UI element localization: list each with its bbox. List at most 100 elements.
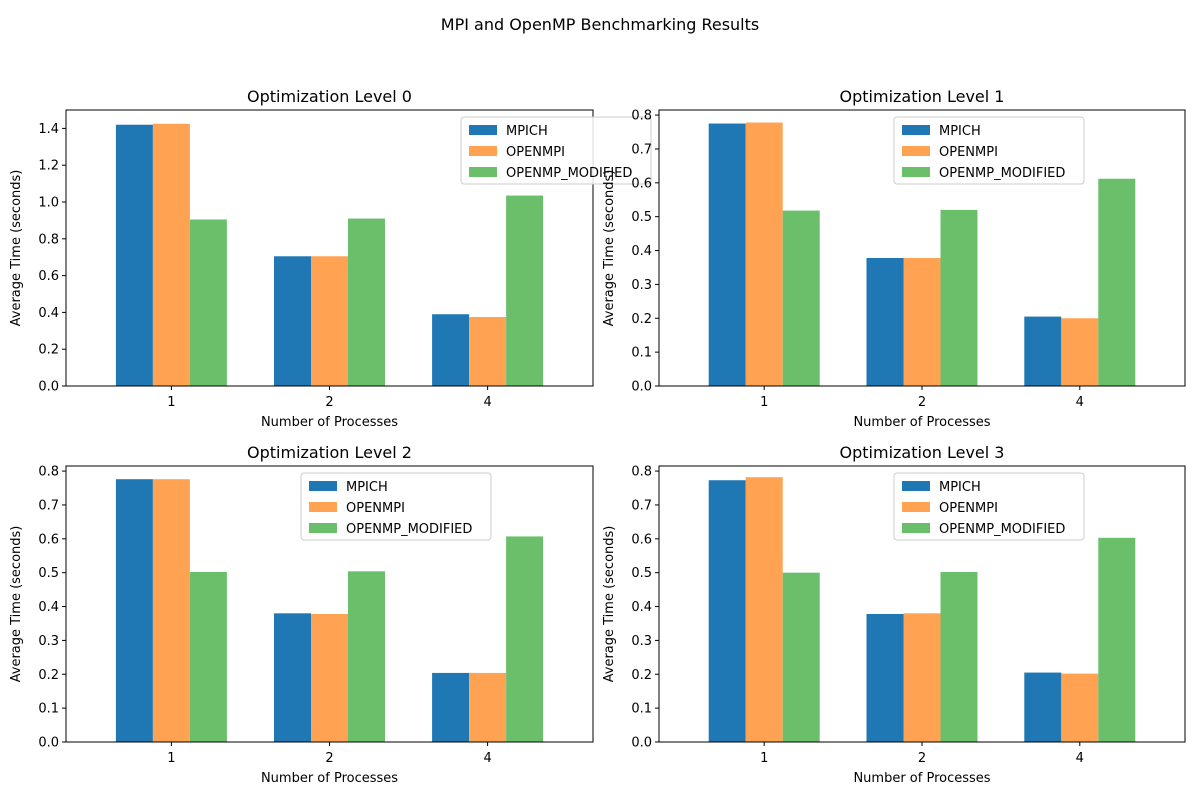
y-tick-label: 0.7 xyxy=(38,498,59,513)
y-tick-label: 0.0 xyxy=(631,380,652,395)
legend-box xyxy=(460,116,652,185)
bar-openmp_modified-4 xyxy=(1098,178,1136,386)
legend-swatch-openmpi xyxy=(902,502,930,512)
x-tick-label: 1 xyxy=(760,395,768,410)
bar-mpich-4 xyxy=(1024,672,1062,742)
y-tick-label: 1.2 xyxy=(38,159,59,174)
bar-mpich-4 xyxy=(432,314,470,386)
x-axis-label: Number of Processes xyxy=(853,771,990,786)
y-tick-label: 0.7 xyxy=(631,498,652,513)
y-tick-label: 0.7 xyxy=(631,142,652,157)
bar-mpich-1 xyxy=(708,480,746,742)
legend-label: MPICH xyxy=(346,480,388,495)
bar-openmp_modified-4 xyxy=(506,195,544,386)
figure-title: MPI and OpenMP Benchmarking Results xyxy=(441,15,759,34)
subplot-1: 0.0 0.1 0.2 0.3 0.4 0.5 0.6 0.7 0.8 1 2 4 Optimizati… xyxy=(602,87,1186,430)
y-tick-label: 0.5 xyxy=(631,210,652,225)
y-tick-label: 0.8 xyxy=(631,109,652,124)
bar-openmp_modified-4 xyxy=(1098,537,1136,742)
legend-box xyxy=(893,472,1085,541)
y-tick-label: 0.5 xyxy=(631,566,652,581)
legend-label: OPENMPI xyxy=(939,145,998,160)
y-tick-label: 0.1 xyxy=(631,346,652,361)
legend-label: MPICH xyxy=(506,124,548,139)
y-tick-label: 0.2 xyxy=(38,343,59,358)
subplot-2: 0.0 0.1 0.2 0.3 0.4 0.5 0.6 0.7 0.8 1 2 4 Optimizati… xyxy=(9,443,594,786)
bar-mpich-2 xyxy=(274,256,311,386)
y-tick-label: 0.2 xyxy=(631,312,652,327)
bar-openmpi-4 xyxy=(469,317,507,386)
legend-swatch-openmpi xyxy=(309,502,337,512)
legend-swatch-openmpi xyxy=(469,146,497,156)
legend: MPICH OPENMPI OPENMP_MODIFIED xyxy=(300,472,492,541)
y-tick-label: 0.8 xyxy=(631,465,652,480)
bar-openmp_modified-2 xyxy=(348,571,385,742)
x-axis-label: Number of Processes xyxy=(261,771,398,786)
x-tick-label: 4 xyxy=(483,395,491,410)
bar-mpich-1 xyxy=(115,479,153,742)
x-axis-label: Number of Processes xyxy=(853,415,990,430)
y-axis-label: Average Time (seconds) xyxy=(602,170,617,327)
legend-swatch-openmp_modified xyxy=(309,523,337,533)
bar-openmpi-2 xyxy=(311,256,348,386)
x-tick-label: 1 xyxy=(760,751,768,766)
y-axis-label: Average Time (seconds) xyxy=(602,526,617,683)
bar-openmpi-1 xyxy=(745,477,783,742)
x-tick-label: 2 xyxy=(918,751,926,766)
y-tick-label: 0.3 xyxy=(631,278,652,293)
x-axis-label: Number of Processes xyxy=(261,415,398,430)
bar-openmpi-4 xyxy=(1061,318,1099,386)
bar-mpich-1 xyxy=(708,123,746,386)
y-tick-label: 0.8 xyxy=(38,465,59,480)
x-tick-label: 4 xyxy=(1076,395,1084,410)
y-tick-label: 0.0 xyxy=(38,736,59,751)
y-tick-label: 0.4 xyxy=(38,600,59,615)
y-tick-label: 0.6 xyxy=(38,532,59,547)
bar-mpich-2 xyxy=(274,613,311,742)
legend-swatch-openmp_modified xyxy=(902,523,930,533)
subplot-0: 0.0 0.2 0.4 0.6 0.8 1.0 1.2 1.4 1 2 4 Optimization … xyxy=(9,87,652,430)
y-tick-label: 0.0 xyxy=(631,736,652,751)
y-tick-label: 0.1 xyxy=(38,702,59,717)
legend-box xyxy=(300,472,492,541)
y-tick-label: 0.4 xyxy=(631,244,652,259)
legend-swatch-mpich xyxy=(469,125,497,135)
legend-label: OPENMP_MODIFIED xyxy=(346,522,472,537)
legend-label: MPICH xyxy=(939,480,981,495)
x-tick-label: 4 xyxy=(1076,751,1084,766)
bar-mpich-4 xyxy=(432,672,470,742)
subplot-title: Optimization Level 0 xyxy=(247,87,412,106)
legend-swatch-mpich xyxy=(902,125,930,135)
y-tick-label: 0.6 xyxy=(38,269,59,284)
bar-openmpi-1 xyxy=(152,479,190,742)
legend-swatch-openmp_modified xyxy=(469,167,497,177)
bar-openmp_modified-4 xyxy=(506,536,544,742)
bar-openmp_modified-1 xyxy=(782,210,820,386)
bar-openmp_modified-2 xyxy=(940,209,978,386)
bar-openmpi-2 xyxy=(311,613,348,742)
y-tick-label: 1.0 xyxy=(38,196,59,211)
x-tick-label: 2 xyxy=(325,751,333,766)
subplot-title: Optimization Level 1 xyxy=(840,87,1005,106)
bar-openmp_modified-1 xyxy=(782,572,820,742)
bar-openmp_modified-2 xyxy=(940,571,978,742)
legend: MPICH OPENMPI OPENMP_MODIFIED xyxy=(893,472,1085,541)
y-axis-label: Average Time (seconds) xyxy=(9,170,24,327)
legend: MPICH OPENMPI OPENMP_MODIFIED xyxy=(893,116,1085,185)
subplot-title: Optimization Level 2 xyxy=(247,443,412,462)
y-tick-label: 0.6 xyxy=(631,532,652,547)
legend-label: OPENMPI xyxy=(939,501,998,516)
subplot-3: 0.0 0.1 0.2 0.3 0.4 0.5 0.6 0.7 0.8 1 2 4 Optimizati… xyxy=(602,443,1186,786)
x-tick-label: 2 xyxy=(918,395,926,410)
legend-swatch-mpich xyxy=(902,481,930,491)
bar-openmpi-2 xyxy=(903,613,941,742)
x-tick-label: 1 xyxy=(167,395,175,410)
bar-mpich-4 xyxy=(1024,316,1062,386)
y-tick-label: 0.6 xyxy=(631,176,652,191)
y-tick-label: 0.8 xyxy=(38,232,59,247)
legend-label: OPENMP_MODIFIED xyxy=(506,166,632,181)
legend-label: OPENMP_MODIFIED xyxy=(939,522,1065,537)
y-tick-label: 0.0 xyxy=(38,380,59,395)
y-axis-label: Average Time (seconds) xyxy=(9,526,24,683)
